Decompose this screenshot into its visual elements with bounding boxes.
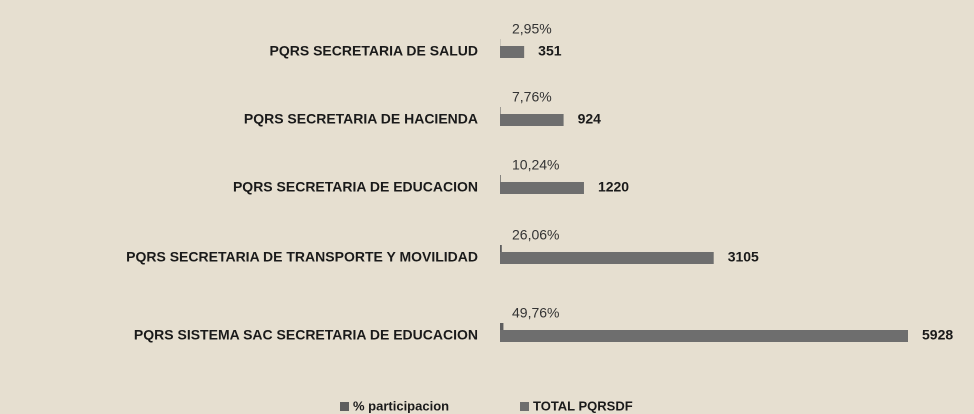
data-label: 10,24% xyxy=(512,157,559,173)
data-label: 2,95% xyxy=(512,21,552,37)
data-label: 7,76% xyxy=(512,89,552,105)
category-label: PQRS SECRETARIA DE HACIENDA xyxy=(244,111,478,127)
bar xyxy=(500,323,504,330)
bar xyxy=(500,245,502,252)
data-label: 1220 xyxy=(598,179,629,195)
bar xyxy=(500,107,501,114)
data-label: 3105 xyxy=(728,249,759,265)
category-label: PQRS SISTEMA SAC SECRETARIA DE EDUCACION xyxy=(134,327,478,343)
data-label: 5928 xyxy=(922,327,953,343)
category-label: PQRS SECRETARIA DE EDUCACION xyxy=(233,179,478,195)
bar xyxy=(500,114,564,126)
bar xyxy=(500,46,525,58)
bar xyxy=(500,330,908,342)
data-label: 924 xyxy=(578,111,602,127)
bar xyxy=(500,175,501,182)
bar xyxy=(500,182,584,194)
legend-swatch xyxy=(520,402,529,411)
legend-label: TOTAL PQRSDF xyxy=(533,398,633,413)
data-label: 49,76% xyxy=(512,305,559,321)
category-label: PQRS SECRETARIA DE SALUD xyxy=(270,43,478,59)
category-label: PQRS SECRETARIA DE TRANSPORTE Y MOVILIDA… xyxy=(126,249,478,265)
data-label: 351 xyxy=(538,43,562,59)
data-label: 26,06% xyxy=(512,227,559,243)
legend-label: % participacion xyxy=(353,398,449,413)
bar xyxy=(500,252,714,264)
legend-swatch xyxy=(340,402,349,411)
